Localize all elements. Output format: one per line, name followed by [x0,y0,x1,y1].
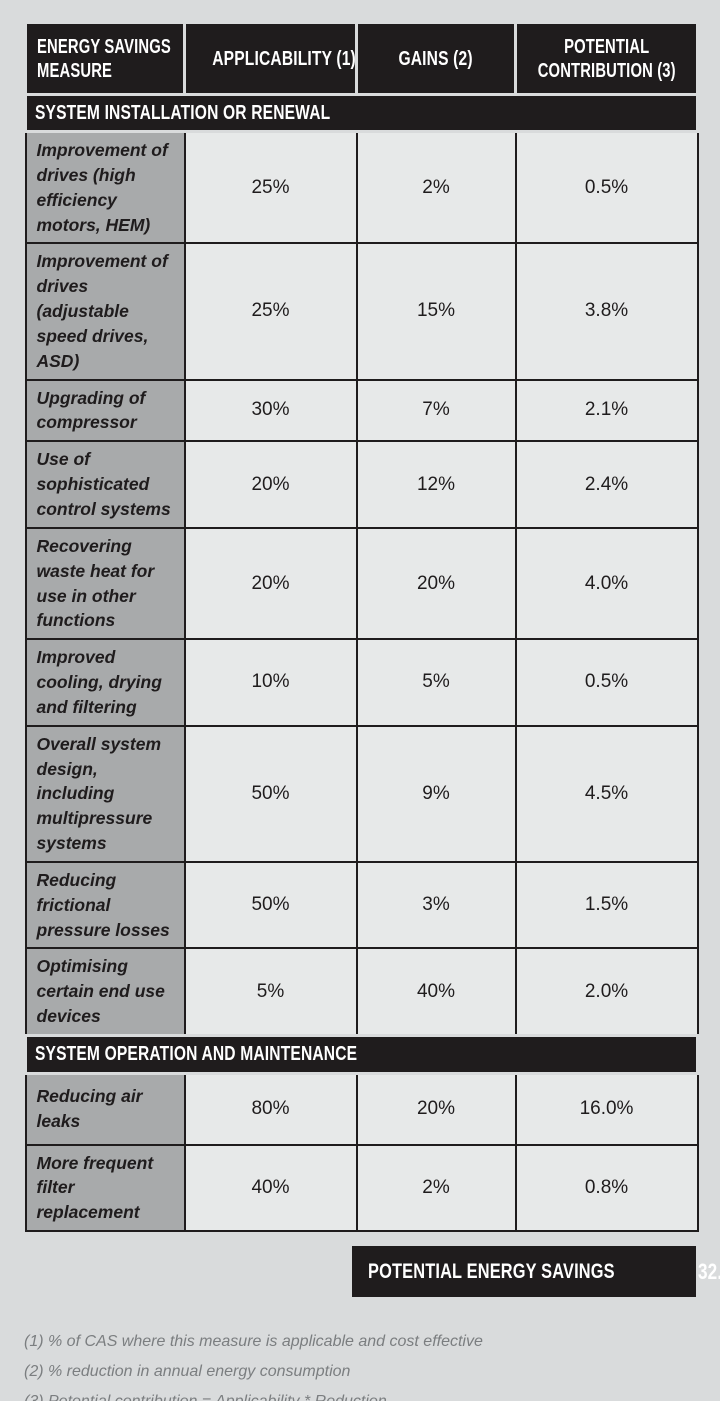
gains-cell: 2% [355,1143,517,1233]
gains-cell: 40% [355,947,517,1037]
gains-cell: 20% [355,526,517,641]
table-row: Optimising certain end use devices 5% 40… [24,947,699,1037]
table-row: Use of sophisticated control systems 20%… [24,440,699,529]
table-row: Reducing air leaks 80% 20% 16.0% [24,1072,699,1146]
measure-cell: Improvement of drives (adjustable speed … [24,242,186,381]
measure-cell: Overall system design, including multipr… [24,724,186,863]
measure-cell: Optimising certain end use devices [24,947,186,1037]
gains-cell: 9% [355,724,517,863]
contribution-cell: 1.5% [514,860,699,950]
contribution-cell: 0.8% [514,1143,699,1233]
gains-cell: 2% [355,130,517,245]
applicability-cell: 50% [183,724,358,863]
applicability-cell: 20% [183,526,358,641]
contribution-cell: 2.4% [514,440,699,529]
section-title: SYSTEM INSTALLATION OR RENEWAL [35,101,331,124]
table-row: Recovering waste heat for use in other f… [24,526,699,641]
column-header-measure-label: ENERGY SAVINGS MEASURE [37,35,171,82]
measure-cell: Upgrading of compressor [24,378,186,443]
contribution-cell: 2.1% [514,378,699,443]
table-row: Upgrading of compressor 30% 7% 2.1% [24,378,699,443]
measure-cell: Use of sophisticated control systems [24,440,186,529]
summary-value: 32.9% [698,1258,720,1284]
applicability-cell: 20% [183,440,358,529]
table-row: Overall system design, including multipr… [24,724,699,863]
column-header-applicability: APPLICABILITY (1) [183,21,358,96]
applicability-cell: 40% [183,1143,358,1233]
table-row: Reducing frictional pressure losses 50% … [24,860,699,950]
footnote-2: (2) % reduction in annual energy consump… [24,1363,351,1381]
measure-cell: Reducing air leaks [24,1072,186,1146]
gains-cell: 3% [355,860,517,950]
energy-savings-table: ENERGY SAVINGS MEASURE APPLICABILITY (1)… [24,21,699,1233]
applicability-cell: 10% [183,638,358,727]
applicability-cell: 5% [183,947,358,1037]
gains-cell: 7% [355,378,517,443]
potential-energy-savings-bar: POTENTIAL ENERGY SAVINGS 32.9% [352,1246,720,1298]
gains-cell: 20% [355,1072,517,1146]
table-row: Improved cooling, drying and filtering 1… [24,638,699,727]
column-header-contribution-label: POTENTIAL CONTRIBUTION (3) [537,35,676,82]
gains-cell: 5% [355,638,517,727]
applicability-cell: 80% [183,1072,358,1146]
column-header-contribution: POTENTIAL CONTRIBUTION (3) [514,21,699,96]
header-row: ENERGY SAVINGS MEASURE APPLICABILITY (1)… [24,21,699,96]
applicability-cell: 25% [183,242,358,381]
measure-cell: Improvement of drives (high efficiency m… [24,130,186,245]
contribution-cell: 2.0% [514,947,699,1037]
applicability-cell: 25% [183,130,358,245]
table-row: Improvement of drives (high efficiency m… [24,130,699,245]
column-header-applicability-label: APPLICABILITY (1) [212,47,356,70]
measure-cell: Recovering waste heat for use in other f… [24,526,186,641]
section-header-operation: SYSTEM OPERATION AND MAINTENANCE [24,1034,699,1075]
contribution-cell: 4.5% [514,724,699,863]
contribution-cell: 0.5% [514,638,699,727]
contribution-cell: 16.0% [514,1072,699,1146]
column-header-gains-label: GAINS (2) [398,47,474,70]
contribution-cell: 3.8% [514,242,699,381]
footnote-3: (3) Potential contribution = Applicabili… [24,1387,696,1401]
measure-cell: More frequent filter replacement [24,1143,186,1233]
section-header-installation: SYSTEM INSTALLATION OR RENEWAL [24,93,699,133]
table-row: More frequent filter replacement 40% 2% … [24,1143,699,1233]
summary-label: POTENTIAL ENERGY SAVINGS [368,1259,615,1283]
applicability-cell: 30% [183,378,358,443]
column-header-measure: ENERGY SAVINGS MEASURE [24,21,186,96]
measure-cell: Improved cooling, drying and filtering [24,638,186,727]
contribution-cell: 4.0% [514,526,699,641]
table-row: Improvement of drives (adjustable speed … [24,242,699,381]
gains-cell: 12% [355,440,517,529]
column-header-gains: GAINS (2) [355,21,517,96]
measure-cell: Reducing frictional pressure losses [24,860,186,950]
footnotes: (1) % of CAS where this measure is appli… [24,1327,696,1401]
contribution-cell: 0.5% [514,130,699,245]
applicability-cell: 50% [183,860,358,950]
footnote-1: (1) % of CAS where this measure is appli… [24,1333,483,1351]
gains-cell: 15% [355,242,517,381]
section-title: SYSTEM OPERATION AND MAINTENANCE [35,1043,358,1065]
